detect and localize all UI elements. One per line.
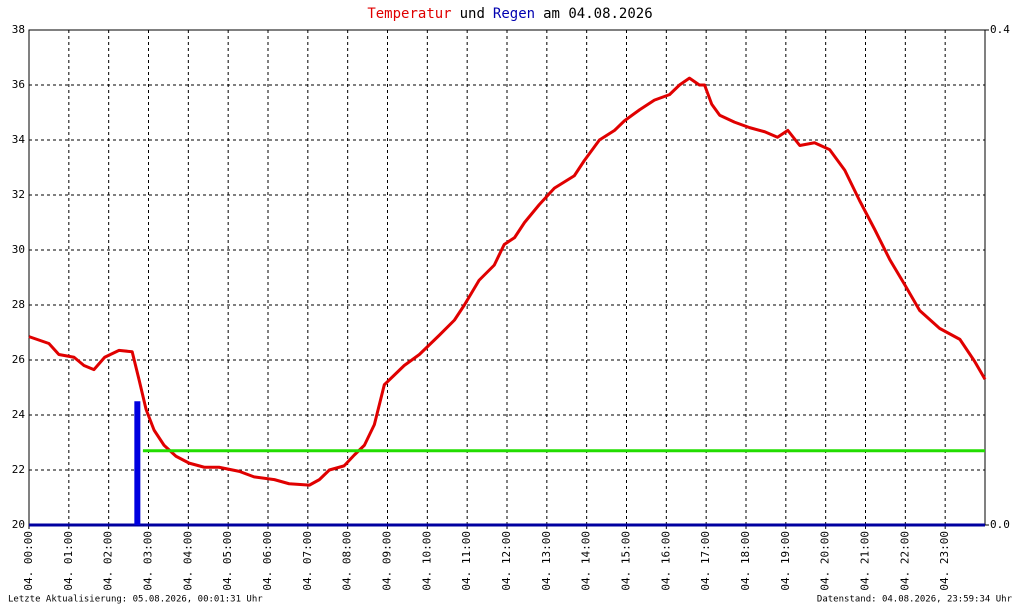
x-tick-label: 04. 16:00 bbox=[659, 531, 672, 591]
y-tick-label: 36 bbox=[12, 78, 25, 91]
x-tick-label: 04. 06:00 bbox=[261, 531, 274, 591]
x-tick-label: 04. 12:00 bbox=[500, 531, 513, 591]
x-tick-label: 04. 15:00 bbox=[620, 531, 633, 591]
x-tick-label: 04. 00:00 bbox=[22, 531, 35, 591]
rain-bar bbox=[134, 401, 141, 525]
x-tick-label: 04. 03:00 bbox=[142, 531, 155, 591]
x-tick-label: 04. 04:00 bbox=[181, 531, 194, 591]
x-tick-label: 04. 05:00 bbox=[221, 531, 234, 591]
y-tick-label: 32 bbox=[12, 188, 25, 201]
y-tick-label: 28 bbox=[12, 298, 25, 311]
title-part: und bbox=[460, 6, 485, 22]
y-tick-label: 34 bbox=[12, 133, 26, 146]
x-tick-label: 04. 21:00 bbox=[859, 531, 872, 591]
x-tick-label: 04. 18:00 bbox=[739, 531, 752, 591]
y2-tick-label: 0.0 bbox=[990, 518, 1010, 531]
y-tick-label: 38 bbox=[12, 23, 25, 36]
x-tick-label: 04. 17:00 bbox=[699, 531, 712, 591]
x-tick-label: 04. 10:00 bbox=[420, 531, 433, 591]
x-tick-label: 04. 09:00 bbox=[381, 531, 394, 591]
chart-title: Temperatur und Regen am 04.08.2026 bbox=[367, 6, 652, 22]
x-tick-label: 04. 14:00 bbox=[580, 531, 593, 591]
footer-right: Datenstand: 04.08.2026, 23:59:34 Uhr bbox=[817, 595, 1013, 605]
y-tick-label: 30 bbox=[12, 243, 25, 256]
x-tick-label: 04. 23:00 bbox=[938, 531, 951, 591]
title-part: Temperatur bbox=[367, 6, 451, 22]
x-tick-label: 04. 08:00 bbox=[341, 531, 354, 591]
x-tick-label: 04. 07:00 bbox=[301, 531, 314, 591]
x-tick-label: 04. 19:00 bbox=[779, 531, 792, 591]
title-part: Regen bbox=[493, 6, 535, 22]
x-tick-label: 04. 01:00 bbox=[62, 531, 75, 591]
x-tick-label: 04. 02:00 bbox=[102, 531, 115, 591]
x-tick-label: 04. 13:00 bbox=[540, 531, 553, 591]
series-line bbox=[28, 76, 987, 487]
title-part: am 04.08.2026 bbox=[543, 6, 653, 22]
x-tick-label: 04. 11:00 bbox=[460, 531, 473, 591]
y-tick-label: 22 bbox=[12, 463, 25, 476]
x-tick-label: 04. 20:00 bbox=[819, 531, 832, 591]
footer-left: Letzte Aktualisierung: 05.08.2026, 00:01… bbox=[8, 595, 263, 605]
y-tick-label: 26 bbox=[12, 353, 25, 366]
y-tick-label: 20 bbox=[12, 518, 25, 531]
x-tick-label: 04. 22:00 bbox=[898, 531, 911, 591]
y2-tick-label: 0.4 bbox=[990, 23, 1010, 36]
y-tick-label: 24 bbox=[12, 408, 26, 421]
